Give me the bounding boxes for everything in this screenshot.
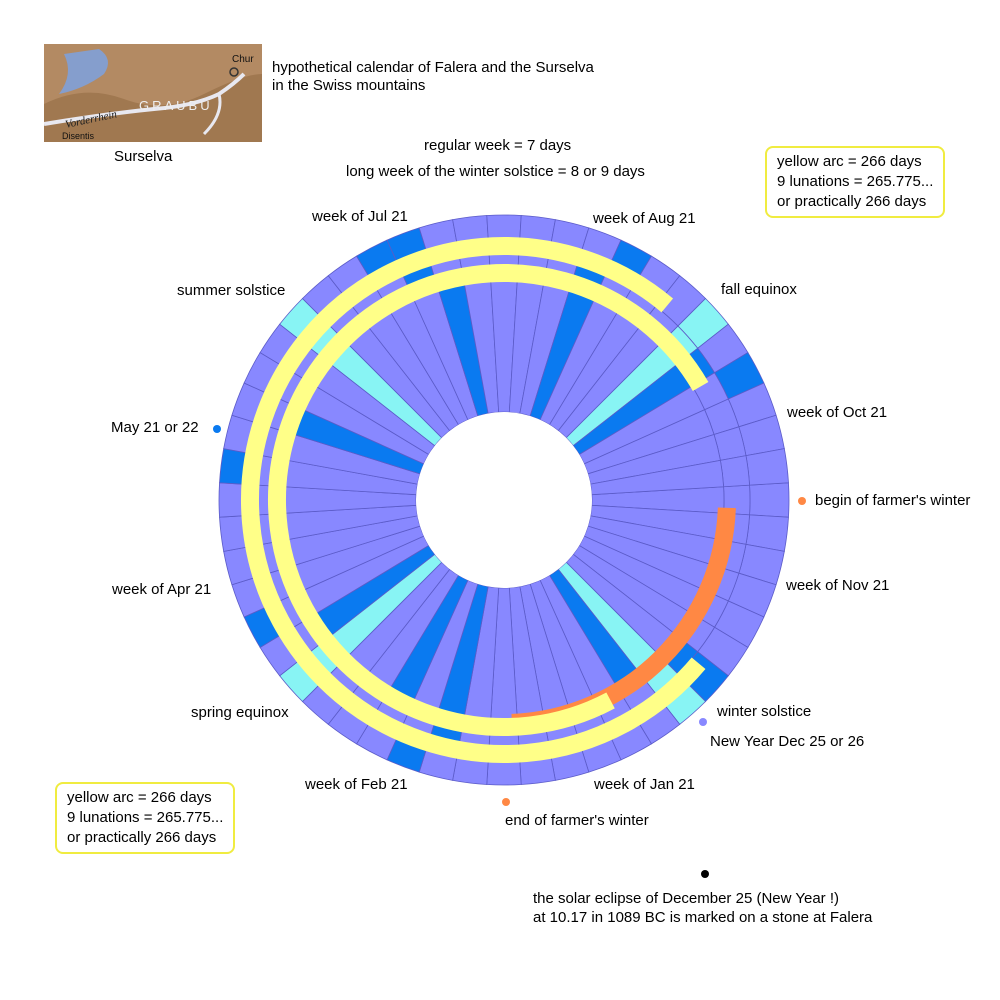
- map-caption: Surselva: [114, 148, 173, 165]
- info-box-top-line-2: 9 lunations = 265.775...: [777, 173, 934, 190]
- middle-week-segment: [719, 455, 750, 488]
- may-marker-dot: [213, 425, 221, 433]
- info-box-bottom: yellow arc = 266 days 9 lunations = 265.…: [55, 782, 236, 854]
- label-week-of-nov-21: week of Nov 21: [786, 577, 890, 594]
- label-begin-of-farmers-winter: begin of farmer's winter: [815, 492, 971, 509]
- begin-winter-dot: [798, 497, 806, 505]
- info-box-bottom-line-3: or practically 266 days: [67, 829, 217, 846]
- info-box-top-line-1: yellow arc = 266 days: [777, 153, 922, 170]
- eclipse-line-2: at 10.17 in 1089 BC is marked on a stone…: [533, 909, 873, 926]
- surselva-map: Vorderrhein GRAUBÜ Chur Disentis: [44, 44, 262, 142]
- ring-layer: [218, 214, 790, 786]
- map-label-disentis: Disentis: [62, 131, 95, 141]
- label-new-year: New Year Dec 25 or 26: [710, 733, 865, 750]
- eclipse-dot: [701, 870, 709, 878]
- label-winter-solstice: winter solstice: [717, 703, 812, 720]
- farmers-winter-arc: [511, 507, 736, 732]
- info-box-bottom-line-2: 9 lunations = 265.775...: [67, 809, 224, 826]
- map-label-graubuenden: GRAUBÜ: [139, 98, 213, 113]
- regular-week-note: regular week = 7 days: [424, 137, 572, 154]
- yellow-arc-outer: [241, 237, 706, 763]
- label-week-of-feb-21: week of Feb 21: [305, 776, 408, 793]
- label-spring-equinox: spring equinox: [191, 704, 289, 721]
- long-week-note: long week of the winter solstice = 8 or …: [346, 163, 645, 180]
- eclipse-line-1: the solar eclipse of December 25 (New Ye…: [533, 890, 839, 907]
- label-week-of-aug-21: week of Aug 21: [593, 210, 696, 227]
- info-box-bottom-line-1: yellow arc = 266 days: [67, 789, 212, 806]
- label-summer-solstice: summer solstice: [177, 282, 286, 299]
- label-week-of-jan-21: week of Jan 21: [594, 776, 695, 793]
- center-hole: [416, 412, 592, 588]
- title-line-2: in the Swiss mountains: [272, 77, 426, 94]
- new-year-dot: [699, 718, 707, 726]
- map-label-chur: Chur: [232, 54, 254, 65]
- info-box-top: yellow arc = 266 days 9 lunations = 265.…: [765, 146, 946, 218]
- info-box-top-line-3: or practically 266 days: [777, 193, 927, 210]
- label-week-of-apr-21: week of Apr 21: [112, 581, 212, 598]
- label-fall-equinox: fall equinox: [721, 281, 797, 298]
- outer-week-segment: [749, 482, 790, 518]
- label-week-of-jul-21: week of Jul 21: [312, 208, 408, 225]
- outer-week-segment: [745, 448, 789, 486]
- yellow-arc-inner: [268, 264, 709, 736]
- label-may-21-or-22: May 21 or 22: [111, 419, 199, 436]
- label-end-of-farmers-winter: end of farmer's winter: [505, 812, 649, 829]
- title-line-1: hypothetical calendar of Falera and the …: [272, 59, 594, 76]
- end-winter-dot: [502, 798, 510, 806]
- label-week-of-oct-21: week of Oct 21: [787, 404, 888, 421]
